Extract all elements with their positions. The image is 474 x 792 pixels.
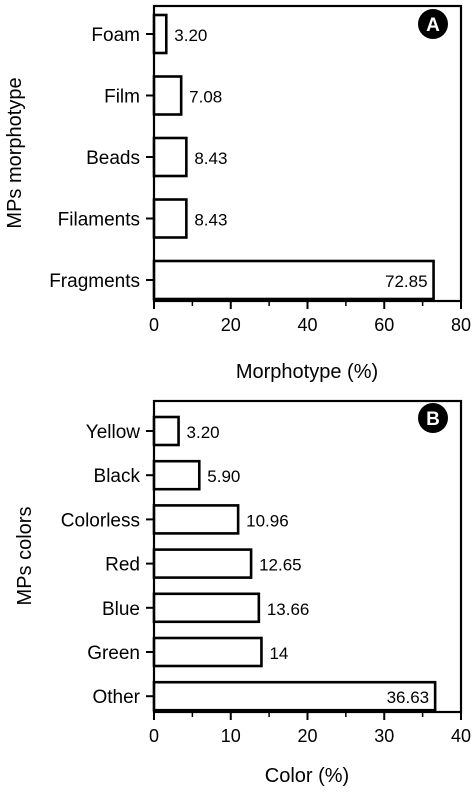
category-label-yellow: Yellow: [86, 422, 141, 443]
value-label-film: 7.08: [189, 88, 222, 107]
value-label-foam: 3.20: [174, 26, 207, 45]
category-label-green: Green: [87, 643, 140, 664]
panel-b: Yellow Black Colorless Red Blue Green Other 3.…: [14, 399, 471, 787]
panel-a-category-labels: Foam Film Beads Filaments Fragments: [49, 25, 140, 292]
category-label-blue: Blue: [102, 599, 140, 620]
panel-a-value-labels: 3.20 7.08 8.43 8.43 72.85: [174, 26, 427, 291]
bar-fragments: [152, 259, 435, 301]
bar-green: [152, 636, 263, 668]
value-label-red: 12.65: [259, 556, 302, 575]
category-label-film: Film: [104, 87, 140, 108]
panel-b-value-labels: 3.20 5.90 10.96 12.65 13.66 14 36.63: [187, 423, 430, 707]
x-tick-label-20: 20: [297, 726, 317, 746]
value-label-beads: 8.43: [194, 149, 227, 168]
panel-b-x-axis-label: Color (%): [265, 765, 349, 787]
value-label-yellow: 3.20: [187, 423, 220, 442]
category-label-foam: Foam: [91, 25, 140, 46]
bar-yellow: [152, 415, 180, 447]
value-label-filaments: 8.43: [194, 211, 227, 230]
x-tick-label-30: 30: [374, 726, 394, 746]
x-tick-label-80: 80: [451, 315, 471, 335]
panel-b-badge: [418, 403, 448, 433]
panel-a-bars: [152, 13, 435, 301]
value-label-other: 36.63: [387, 688, 430, 707]
bar-beads: [152, 136, 188, 178]
panel-a-y-axis-label: MPs morphotype: [4, 77, 26, 228]
category-label-filaments: Filaments: [58, 210, 140, 231]
panel-a-x-axis-label: Morphotype (%): [236, 361, 378, 383]
value-label-blue: 13.66: [267, 600, 310, 619]
bar-film: [152, 75, 183, 116]
x-tick-label-0: 0: [149, 726, 159, 746]
panel-b-y-axis-label: MPs colors: [14, 507, 36, 606]
panel-a: Foam Film Beads Filaments Fragments 3.20 7.08…: [4, 4, 471, 383]
bar-colorless: [152, 504, 240, 535]
x-tick-label-40: 40: [297, 315, 317, 335]
x-tick-label-10: 10: [221, 726, 241, 746]
panel-a-badge: [418, 9, 448, 39]
x-tick-label-20: 20: [221, 315, 241, 335]
bar-black: [152, 459, 201, 491]
category-label-red: Red: [105, 555, 140, 576]
panel-b-bars: [152, 415, 437, 712]
x-tick-label-0: 0: [149, 315, 159, 335]
panel-b-x-ticks: 0 10 20 30 40: [146, 430, 471, 746]
bar-blue: [152, 592, 261, 624]
panel-a-x-ticks: 0 20 40 60 80: [146, 33, 471, 335]
category-label-other: Other: [92, 687, 140, 708]
category-label-colorless: Colorless: [61, 510, 140, 531]
panel-b-category-labels: Yellow Black Colorless Red Blue Green Other: [61, 422, 141, 708]
panel-b-badge-label: B: [426, 409, 440, 430]
x-tick-label-40: 40: [451, 726, 471, 746]
category-label-fragments: Fragments: [49, 271, 140, 292]
bar-foam: [152, 13, 168, 55]
bar-red: [152, 548, 253, 579]
category-label-beads: Beads: [86, 148, 140, 169]
value-label-black: 5.90: [207, 467, 240, 486]
value-label-fragments: 72.85: [385, 272, 428, 291]
panel-a-badge-label: A: [426, 15, 440, 36]
x-tick-label-60: 60: [374, 315, 394, 335]
value-label-colorless: 10.96: [246, 511, 289, 530]
bar-filaments: [152, 198, 188, 239]
value-label-green: 14: [269, 644, 288, 663]
category-label-black: Black: [94, 466, 141, 487]
bar-other: [152, 680, 437, 712]
